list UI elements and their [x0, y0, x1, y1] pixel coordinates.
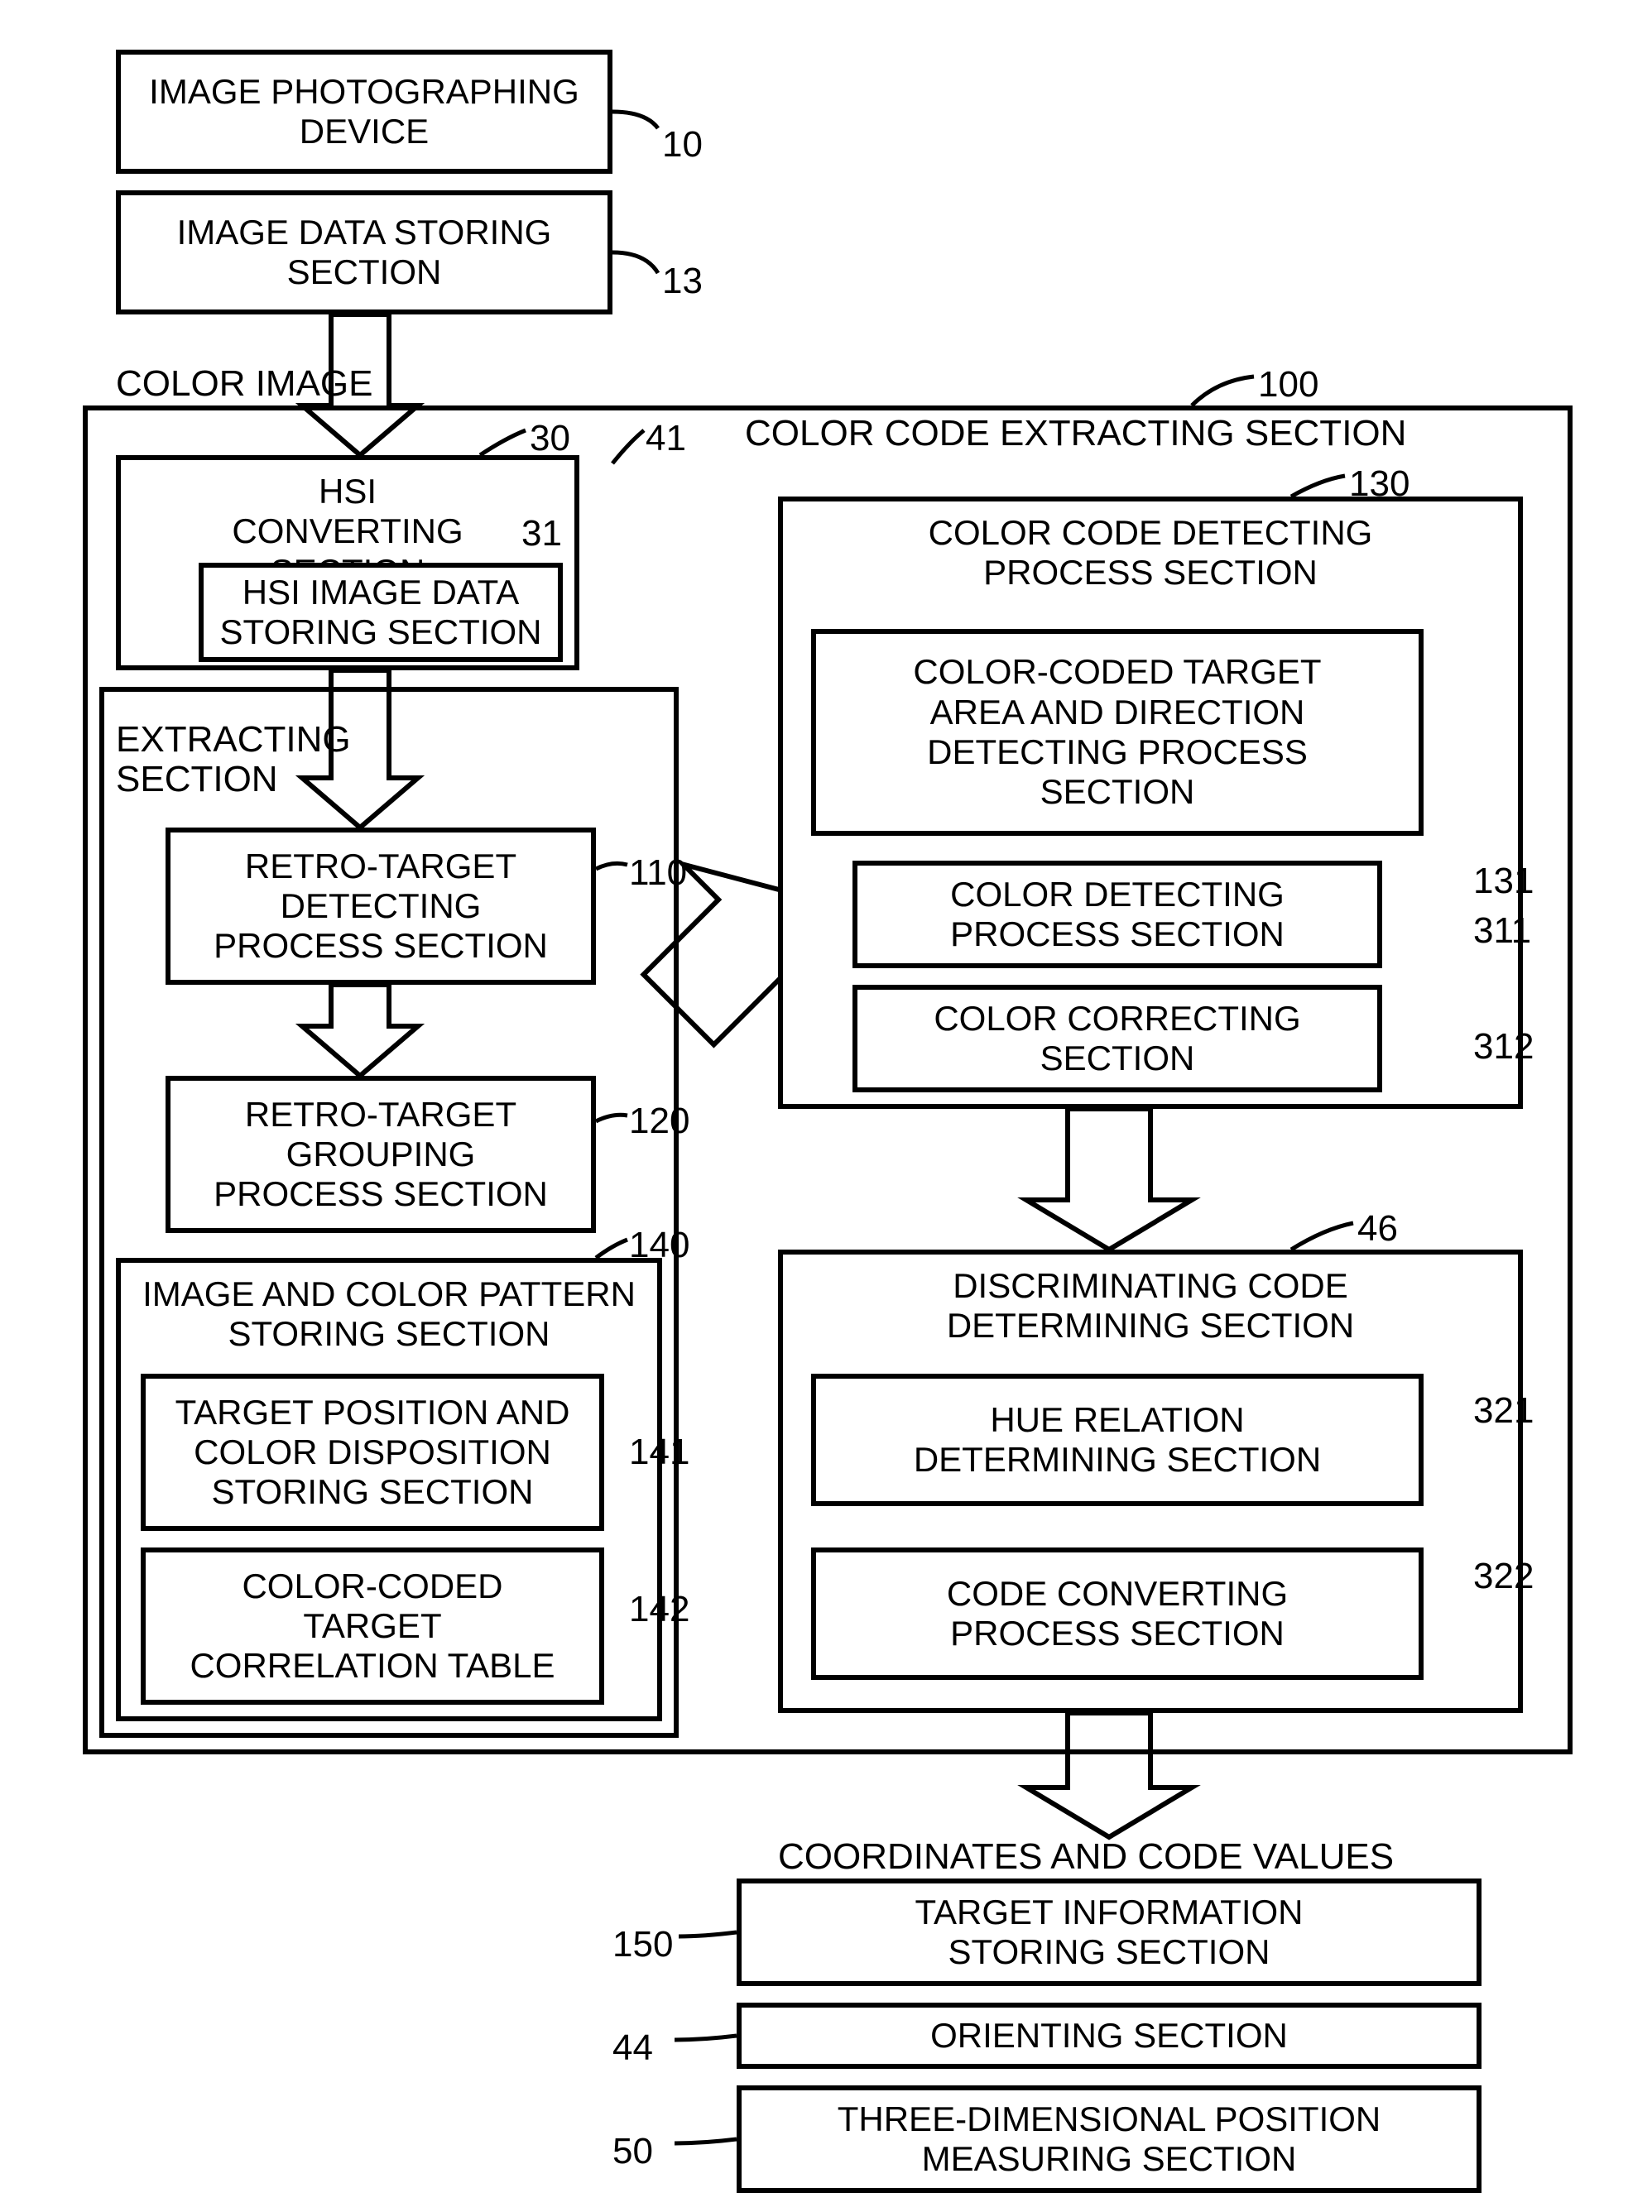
ld-44 — [675, 2036, 737, 2040]
ld-150 — [679, 1932, 737, 1936]
box-b44-text: ORIENTING SECTION — [930, 2016, 1288, 2056]
box-b142: COLOR-CODEDTARGETCORRELATION TABLE — [141, 1547, 604, 1705]
label-l_cces: COLOR CODE EXTRACTING SECTION — [745, 414, 1406, 453]
box-b311-text: COLOR DETECTINGPROCESS SECTION — [950, 875, 1285, 955]
box-b130-text: COLOR CODE DETECTINGPROCESS SECTION — [929, 513, 1373, 593]
box-b31: HSI IMAGE DATASTORING SECTION — [199, 563, 563, 662]
box-b131-text: COLOR-CODED TARGETAREA AND DIRECTIONDETE… — [913, 652, 1321, 812]
box-b10-text: IMAGE PHOTOGRAPHINGDEVICE — [149, 72, 579, 152]
ld-50 — [675, 2139, 737, 2143]
ld-100 — [1192, 377, 1254, 405]
box-b46-text: DISCRIMINATING CODEDETERMINING SECTION — [947, 1266, 1354, 1346]
box-b31-text: HSI IMAGE DATASTORING SECTION — [220, 573, 542, 653]
ref-b13: 13 — [662, 261, 703, 302]
box-b120-text: RETRO-TARGETGROUPINGPROCESS SECTION — [214, 1095, 548, 1215]
ld-10 — [612, 112, 658, 128]
box-b50-text: THREE-DIMENSIONAL POSITIONMEASURING SECT… — [838, 2099, 1381, 2180]
ref-b131: 131 — [1473, 861, 1534, 902]
ref-b141: 141 — [629, 1432, 689, 1473]
box-b312: COLOR CORRECTINGSECTION — [852, 985, 1382, 1092]
ref-b322: 322 — [1473, 1556, 1534, 1597]
ref-b142: 142 — [629, 1589, 689, 1630]
box-b131: COLOR-CODED TARGETAREA AND DIRECTIONDETE… — [811, 629, 1424, 836]
box-b13-text: IMAGE DATA STORINGSECTION — [177, 213, 552, 293]
label-l_extracting: EXTRACTINGSECTION — [116, 720, 351, 800]
box-b321-text: HUE RELATIONDETERMINING SECTION — [914, 1400, 1321, 1480]
box-b141: TARGET POSITION ANDCOLOR DISPOSITIONSTOR… — [141, 1374, 604, 1531]
ref-b140: 140 — [629, 1225, 689, 1266]
ref-b30: 30 — [530, 418, 570, 459]
ref-b311: 311 — [1473, 910, 1531, 952]
label-l_color_image: COLOR IMAGE — [116, 364, 373, 404]
ld-13 — [612, 252, 658, 273]
box-b142-text: COLOR-CODEDTARGETCORRELATION TABLE — [190, 1567, 555, 1687]
box-b110-text: RETRO-TARGETDETECTINGPROCESS SECTION — [214, 847, 548, 967]
box-b150: TARGET INFORMATIONSTORING SECTION — [737, 1879, 1482, 1986]
box-b322: CODE CONVERTINGPROCESS SECTION — [811, 1547, 1424, 1680]
ref-b130: 130 — [1349, 463, 1409, 505]
box-b140-text: IMAGE AND COLOR PATTERNSTORING SECTION — [142, 1274, 636, 1355]
ref-b31: 31 — [521, 513, 562, 554]
box-b141-text: TARGET POSITION ANDCOLOR DISPOSITIONSTOR… — [175, 1393, 570, 1513]
box-b44: ORIENTING SECTION — [737, 2003, 1482, 2069]
ref-b100: 100 — [1258, 364, 1318, 405]
box-b322-text: CODE CONVERTINGPROCESS SECTION — [947, 1574, 1288, 1654]
ref-b110: 110 — [629, 852, 687, 894]
ref-b50: 50 — [612, 2131, 653, 2172]
box-b150-text: TARGET INFORMATIONSTORING SECTION — [915, 1893, 1304, 1973]
ref-b120: 120 — [629, 1101, 689, 1142]
ref-b10: 10 — [662, 124, 703, 166]
ref-b321: 321 — [1473, 1390, 1534, 1432]
box-b10: IMAGE PHOTOGRAPHINGDEVICE — [116, 50, 612, 174]
ref-b46: 46 — [1357, 1208, 1398, 1250]
box-b110: RETRO-TARGETDETECTINGPROCESS SECTION — [166, 828, 596, 985]
box-b321: HUE RELATIONDETERMINING SECTION — [811, 1374, 1424, 1506]
box-b120: RETRO-TARGETGROUPINGPROCESS SECTION — [166, 1076, 596, 1233]
box-b312-text: COLOR CORRECTINGSECTION — [934, 999, 1300, 1079]
box-b311: COLOR DETECTINGPROCESS SECTION — [852, 861, 1382, 968]
ref-b150: 150 — [612, 1924, 673, 1965]
label-l_coords: COORDINATES AND CODE VALUES — [778, 1837, 1394, 1877]
ref-b44: 44 — [612, 2027, 653, 2069]
ref-b312: 312 — [1473, 1026, 1534, 1068]
box-b50: THREE-DIMENSIONAL POSITIONMEASURING SECT… — [737, 2085, 1482, 2193]
box-b13: IMAGE DATA STORINGSECTION — [116, 190, 612, 314]
diagram-canvas: IMAGE PHOTOGRAPHINGDEVICE IMAGE DATA STOR… — [33, 33, 1619, 2179]
ref-b41: 41 — [646, 418, 686, 459]
